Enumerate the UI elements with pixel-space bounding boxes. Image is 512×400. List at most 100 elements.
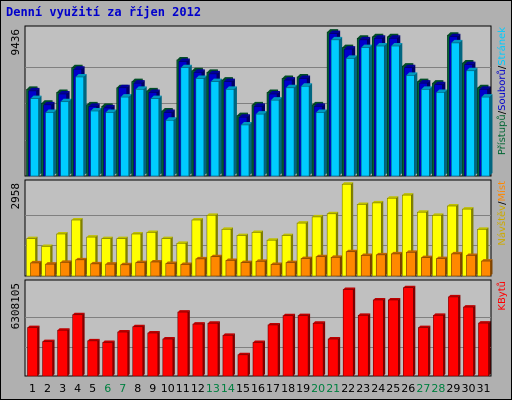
kbytes-bar-top	[433, 313, 446, 316]
sites-bar-side	[69, 260, 72, 276]
kbytes-bar	[72, 312, 85, 377]
legend-entry: Návštěv	[496, 205, 508, 246]
sites-bar	[210, 254, 222, 277]
panel-visits-sites: 2958 Návštěv/Míst	[9, 179, 508, 277]
legend-entry: /	[497, 201, 508, 205]
kbytes-bar	[312, 321, 326, 377]
files-bar-top	[359, 36, 371, 40]
pages-bar-side	[444, 89, 448, 176]
kbytes-bar-side	[413, 285, 416, 376]
visits-bar-top	[462, 207, 474, 210]
kbytes-bar-top	[42, 339, 55, 342]
sites-bar-top	[391, 251, 403, 254]
legend-entry: Stránek	[496, 27, 508, 66]
files-bar-top	[73, 66, 85, 70]
sites-bar-side	[415, 250, 418, 276]
legend-hits-files-pages: Přístupů/Souborů/Stránek	[496, 27, 508, 155]
pages-bar-front	[45, 112, 54, 177]
sites-bar-front	[60, 262, 70, 277]
x-tick-label-day-22: 22	[341, 382, 355, 395]
sites-bar-top	[421, 255, 433, 258]
sites-bar-top	[316, 254, 328, 257]
legend-entry: Přístupů	[496, 114, 508, 155]
kbytes-bar-top	[403, 285, 416, 288]
pages-bar	[406, 72, 418, 177]
sites-bar-top	[301, 256, 313, 259]
sites-bar-top	[451, 251, 463, 254]
kbytes-bar-top	[132, 324, 145, 327]
sites-bar-side	[84, 257, 87, 276]
kbytes-bar-side	[127, 330, 130, 376]
visits-bar-top	[477, 227, 489, 230]
pages-bar-top	[165, 117, 177, 121]
visits-bar-top	[372, 200, 384, 203]
kbytes-bar	[282, 313, 296, 377]
pages-bar-top	[60, 98, 72, 102]
pages-bar	[45, 109, 57, 177]
pages-bar	[120, 94, 132, 177]
kbytes-bar-side	[428, 325, 431, 376]
kbytes-bar-side	[488, 321, 491, 376]
kbytes-bar-top	[463, 305, 476, 308]
kbytes-bar	[387, 297, 401, 377]
sites-bar-top	[271, 262, 283, 265]
visits-bar-top	[267, 238, 279, 241]
kbytes-bar-front	[222, 335, 234, 377]
files-bar-top	[28, 87, 40, 91]
visits-bar-top	[206, 213, 218, 216]
sites-bar-front	[390, 253, 401, 277]
kbytes-bar	[327, 337, 341, 377]
kbytes-bar	[372, 297, 386, 377]
sites-bar-top	[225, 258, 237, 261]
pages-bar-side	[173, 117, 177, 176]
visits-bar-top	[357, 202, 369, 205]
kbytes-bar-front	[207, 322, 219, 377]
kbytes-bar-front	[267, 324, 279, 377]
y-max-label: 9436	[9, 29, 22, 56]
files-bar-top	[118, 84, 130, 88]
pages-bar	[421, 86, 433, 177]
kbytes-bar-top	[72, 312, 85, 315]
files-bar-top	[269, 90, 281, 94]
x-tick-label-day-16: 16	[251, 382, 265, 395]
visits-bar-top	[417, 210, 429, 213]
pages-bar-side	[294, 84, 298, 176]
sites-bar-side	[460, 251, 463, 276]
sites-bar	[150, 260, 162, 277]
pages-bar-front	[436, 92, 445, 177]
kbytes-bar-top	[373, 297, 386, 300]
files-bar-top	[208, 70, 220, 74]
kbytes-bar-side	[202, 322, 205, 376]
x-tick-label-day-17: 17	[266, 382, 280, 395]
sites-bar-front	[345, 251, 356, 277]
sites-bar	[390, 251, 403, 277]
sites-bar-front	[270, 264, 281, 277]
sites-bar	[90, 261, 102, 277]
sites-bar	[255, 259, 267, 277]
sites-bar-side	[234, 258, 237, 276]
files-bar-top	[178, 58, 190, 62]
pages-bar	[481, 94, 493, 177]
sites-bar	[60, 260, 72, 277]
kbytes-bar-top	[298, 313, 311, 316]
sites-bar-front	[75, 259, 85, 277]
files-bar-top	[389, 35, 401, 39]
sites-bar-top	[30, 260, 42, 263]
kbytes-bar-top	[162, 337, 175, 340]
files-bar-top	[299, 75, 311, 79]
pages-bar-top	[391, 43, 403, 47]
pages-bar	[225, 86, 237, 177]
sites-bar-side	[189, 262, 192, 276]
files-bar-top	[374, 35, 386, 39]
x-tick-label-day-29: 29	[446, 382, 460, 395]
kbytes-bar-front	[177, 311, 189, 377]
sites-bar	[30, 260, 42, 277]
pages-bar-front	[390, 45, 400, 177]
sites-bar-front	[285, 262, 296, 277]
kbytes-bar	[177, 310, 190, 377]
kbytes-bar-side	[338, 337, 341, 376]
kbytes-bar	[342, 287, 356, 377]
sites-bar-top	[406, 250, 418, 253]
kbytes-bar-side	[172, 337, 175, 376]
pages-bar-side	[113, 109, 117, 176]
